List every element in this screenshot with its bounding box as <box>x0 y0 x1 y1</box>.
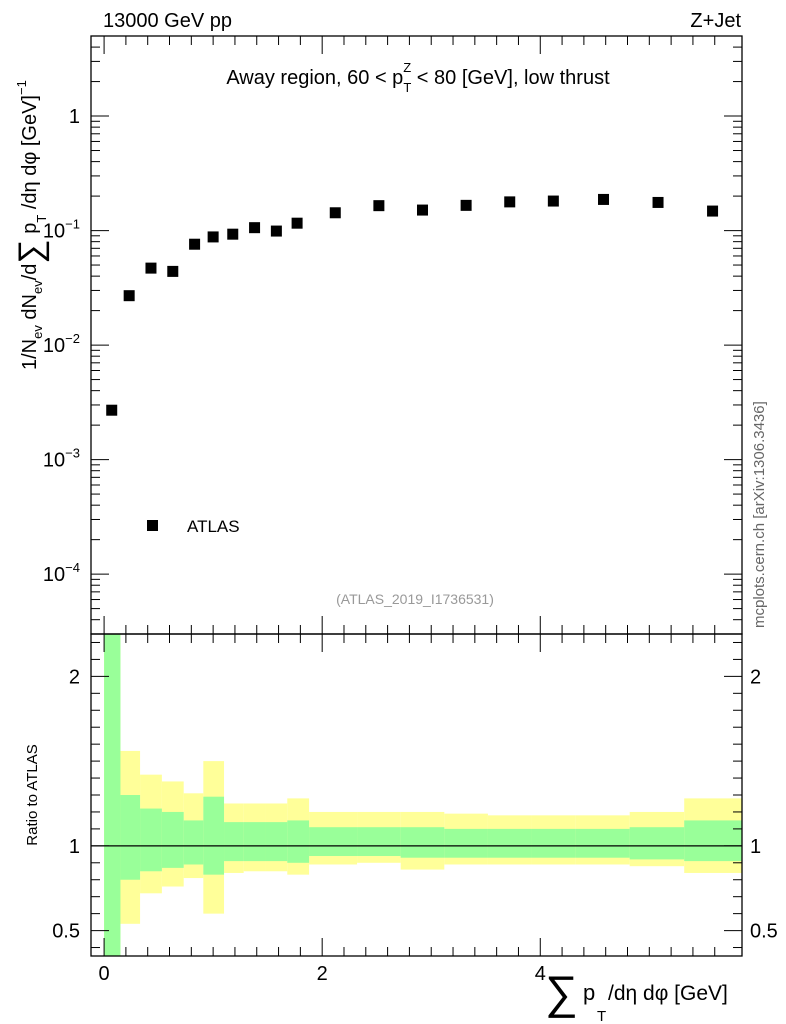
stat-uncertainty-band-1 <box>120 795 141 880</box>
stat-uncertainty-band-17 <box>629 827 685 860</box>
svg-text:p: p <box>583 980 595 1005</box>
atlas-point-17 <box>652 196 664 208</box>
x-tick-label-0: 0 <box>99 963 110 985</box>
stat-uncertainty-band-3 <box>161 811 184 868</box>
stat-uncertainty-band-13 <box>444 828 488 858</box>
stat-uncertainty-band-15 <box>531 828 576 858</box>
main-y-tick-label-4: 1 <box>69 106 80 128</box>
collision-label: 13000 GeV pp <box>103 10 232 32</box>
atlas-point-15 <box>547 195 559 207</box>
plot-title: Away region, 60 < pTZ < 80 [GeV], low th… <box>226 60 610 95</box>
atlas-point-10 <box>329 207 341 219</box>
atlas-point-8 <box>270 225 282 237</box>
atlas-point-7 <box>249 222 261 234</box>
ratio-bands <box>91 634 742 956</box>
atlas-point-1 <box>123 290 135 302</box>
legend-marker-atlas <box>147 520 158 531</box>
process-label: Z+Jet <box>690 10 741 32</box>
atlas-point-3 <box>167 265 179 277</box>
stat-uncertainty-band-0 <box>104 634 121 956</box>
atlas-point-18 <box>707 205 719 217</box>
stat-uncertainty-band-2 <box>140 808 162 872</box>
stat-uncertainty-band-9 <box>287 820 310 863</box>
atlas-point-16 <box>598 193 610 205</box>
main-y-tick-label-2: 10−2 <box>43 331 80 357</box>
atlas-point-13 <box>460 199 472 211</box>
main-axis-ticks: 10−4 10−3 10−2 10−1 1 <box>43 35 742 635</box>
atlas-data-points <box>106 193 719 416</box>
stat-uncertainty-band-12 <box>400 827 445 858</box>
stat-uncertainty-band-18 <box>684 820 742 862</box>
ratio-y-axis-title: Ratio to ATLAS <box>24 744 41 845</box>
main-y-tick-label-1: 10−3 <box>43 446 80 472</box>
main-y-tick-label-3: 10−1 <box>43 217 80 243</box>
stat-uncertainty-band-6 <box>224 822 244 862</box>
ratio-y-tick-label-right-2: 2 <box>750 666 761 688</box>
watermark: mcplots.cern.ch [arXiv:1306.3436] <box>751 401 768 628</box>
ratio-y-tick-label-2: 2 <box>69 666 80 688</box>
stat-uncertainty-band-16 <box>575 828 630 858</box>
atlas-point-14 <box>504 196 516 208</box>
ratio-y-tick-label-right-0: 0.5 <box>750 921 778 943</box>
stat-uncertainty-band-5 <box>203 796 225 875</box>
legend-label-atlas: ATLAS <box>187 517 240 536</box>
main-y-tick-label-0: 10−4 <box>43 560 80 586</box>
atlas-point-12 <box>416 204 428 216</box>
atlas-point-6 <box>227 228 239 240</box>
svg-text:T: T <box>597 1008 606 1024</box>
ratio-y-tick-label-1: 1 <box>69 836 80 858</box>
atlas-point-9 <box>291 217 303 229</box>
main-plot-frame <box>90 35 743 635</box>
stat-uncertainty-band-7 <box>243 822 266 862</box>
svg-text:/dη dφ [GeV]: /dη dφ [GeV] <box>608 982 728 1005</box>
atlas-point-2 <box>145 262 157 274</box>
svg-text:∑: ∑ <box>545 966 578 1018</box>
x-tick-label-1: 2 <box>317 963 328 985</box>
ratio-y-tick-label-0: 0.5 <box>52 921 80 943</box>
ratio-plot-frame <box>90 633 743 957</box>
stat-uncertainty-band-14 <box>487 828 532 858</box>
x-tick-label-2: 4 <box>535 963 546 985</box>
atlas-point-4 <box>189 238 201 250</box>
stat-uncertainty-band-4 <box>183 820 204 865</box>
analysis-id: (ATLAS_2019_I1736531) <box>336 591 494 607</box>
atlas-point-11 <box>373 200 385 212</box>
stat-uncertainty-band-8 <box>265 822 288 862</box>
atlas-point-0 <box>106 404 118 416</box>
ratio-y-tick-label-right-1: 1 <box>750 836 761 858</box>
stat-uncertainty-band-10 <box>309 827 358 857</box>
x-axis-title: ∑ p T /dη dφ [GeV] <box>545 966 728 1024</box>
atlas-point-5 <box>207 231 219 243</box>
ratio-axis-ticks: 0 2 4 0.5 0.5 1 1 2 2 <box>52 634 778 985</box>
stat-uncertainty-band-11 <box>357 827 401 857</box>
